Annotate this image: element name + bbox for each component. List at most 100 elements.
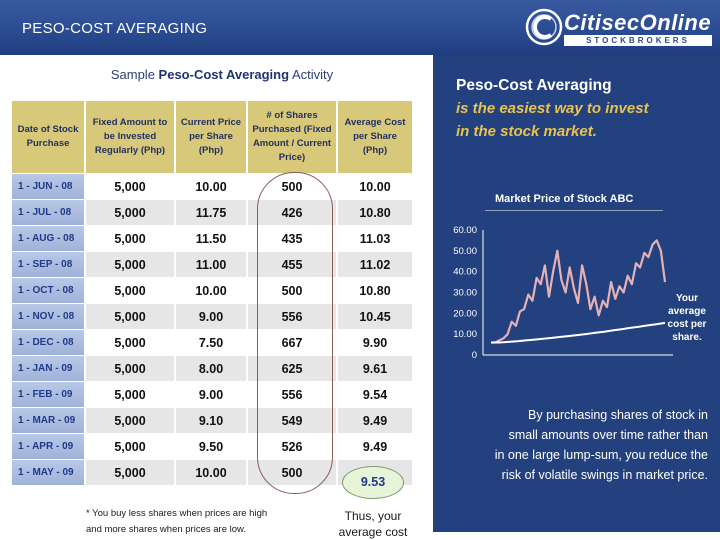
cell-avg: 10.80: [338, 200, 412, 225]
table-row: 1 - AUG - 08 5,000 11.50 435 11.03: [12, 226, 412, 251]
avg-label-line-4: share.: [672, 332, 702, 343]
table-title: Sample Peso-Cost Averaging Activity: [14, 67, 430, 82]
body-line-1: By purchasing shares of stock in: [528, 408, 708, 422]
price-chart: 60.00 50.00 40.00 30.00 20.00 10.00 0: [453, 210, 673, 361]
cell-date: 1 - MAY - 09: [12, 460, 86, 485]
logo-tagline: STOCKBROKERS: [564, 35, 712, 46]
cell-date: 1 - SEP - 08: [12, 252, 86, 277]
cell-price: 9.00: [176, 382, 248, 407]
cell-date: 1 - MAR - 09: [12, 408, 86, 433]
body-line-3: in one large lump-sum, you reduce the: [494, 448, 708, 462]
cell-price: 9.50: [176, 434, 248, 459]
cell-avg: 9.54: [338, 382, 412, 407]
y-tick-label: 20.00: [453, 308, 477, 319]
cell-price: 8.00: [176, 356, 248, 381]
footnote: * You buy less shares when prices are hi…: [86, 506, 326, 538]
header-date: Date of Stock Purchase: [12, 101, 86, 173]
y-tick-label: 30.00: [453, 288, 477, 299]
table-row: 1 - DEC - 08 5,000 7.50 667 9.90: [12, 330, 412, 355]
y-tick-label: 50.00: [453, 246, 477, 257]
cell-shares: 556: [248, 382, 338, 407]
cell-shares: 435: [248, 226, 338, 251]
cell-price: 7.50: [176, 330, 248, 355]
cell-shares: 455: [248, 252, 338, 277]
cell-amount: 5,000: [86, 252, 176, 277]
table-row: 1 - JAN - 09 5,000 8.00 625 9.61: [12, 356, 412, 381]
cell-date: 1 - NOV - 08: [12, 304, 86, 329]
cell-date: 1 - AUG - 08: [12, 226, 86, 251]
cell-date: 1 - DEC - 08: [12, 330, 86, 355]
cell-avg: 9.90: [338, 330, 412, 355]
avg-label-line-2: average: [668, 306, 706, 317]
cell-avg: 11.02: [338, 252, 412, 277]
body-line-4: risk of volatile swings in market price.: [501, 468, 708, 482]
header-avg: Average Cost per Share (Php): [338, 101, 412, 173]
cell-shares: 526: [248, 434, 338, 459]
cell-avg: 11.03: [338, 226, 412, 251]
cell-amount: 5,000: [86, 174, 176, 199]
table-row: 1 - JUL - 08 5,000 11.75 426 10.80: [12, 200, 412, 225]
table-row: 1 - SEP - 08 5,000 11.00 455 11.02: [12, 252, 412, 277]
cell-avg: 10.80: [338, 278, 412, 303]
table-row: 1 - FEB - 09 5,000 9.00 556 9.54: [12, 382, 412, 407]
cell-price: 10.00: [176, 278, 248, 303]
y-tick-label: 0: [472, 350, 477, 361]
cell-price: 9.10: [176, 408, 248, 433]
cell-amount: 5,000: [86, 226, 176, 251]
panel-subtitle-1: is the easiest way to invest: [456, 100, 649, 117]
cell-date: 1 - JAN - 09: [12, 356, 86, 381]
thus-line-2: average cost: [338, 525, 408, 539]
table-row: 1 - NOV - 08 5,000 9.00 556 10.45: [12, 304, 412, 329]
table-row: 1 - APR - 09 5,000 9.50 526 9.49: [12, 434, 412, 459]
chart-title: Market Price of Stock ABC: [495, 193, 634, 205]
header-amount: Fixed Amount to be Invested Regularly (P…: [86, 101, 176, 173]
shares-highlight-oval: [257, 172, 333, 494]
avg-label-line-3: cost per: [667, 319, 707, 330]
citisec-logo[interactable]: CitisecOnline STOCKBROKERS: [524, 6, 714, 48]
average-cost-label: Your average cost per share.: [649, 292, 720, 344]
panel-subtitle-2: in the stock market.: [456, 123, 597, 140]
cell-shares: 556: [248, 304, 338, 329]
cell-amount: 5,000: [86, 434, 176, 459]
cell-shares: 500: [248, 278, 338, 303]
cell-amount: 5,000: [86, 278, 176, 303]
table-header-row: Date of Stock Purchase Fixed Amount to b…: [12, 101, 412, 173]
cell-price: 10.00: [176, 460, 248, 485]
panel-body-text: By purchasing shares of stock in small a…: [463, 405, 708, 485]
avg-label-line-1: Your: [675, 293, 699, 304]
cell-amount: 5,000: [86, 408, 176, 433]
thus-line-1: Thus, your: [344, 509, 402, 523]
header-bar: PESO-COST AVERAGING CitisecOnline STOCKB…: [0, 0, 720, 55]
cell-amount: 5,000: [86, 460, 176, 485]
cell-price: 11.75: [176, 200, 248, 225]
cell-date: 1 - APR - 09: [12, 434, 86, 459]
market-price-line: [491, 239, 667, 344]
header-price: Current Price per Share (Php): [176, 101, 248, 173]
logo-name: CitisecOnline: [564, 10, 712, 35]
body-line-2: small amounts over time rather than: [508, 428, 708, 442]
cell-avg: 9.49: [338, 434, 412, 459]
cell-amount: 5,000: [86, 304, 176, 329]
average-cost-line: [491, 321, 666, 344]
cell-avg: 9.49: [338, 408, 412, 433]
cell-amount: 5,000: [86, 200, 176, 225]
footnote-line-2: and more shares when prices are low.: [86, 524, 246, 535]
footnote-line-1: * You buy less shares when prices are hi…: [86, 508, 268, 519]
y-tick-label: 10.00: [453, 329, 477, 340]
table-row: 1 - OCT - 08 5,000 10.00 500 10.80: [12, 278, 412, 303]
logo-c-icon: [525, 8, 563, 46]
table-title-bold: Peso-Cost Averaging: [158, 67, 290, 82]
page-title: PESO-COST AVERAGING: [22, 20, 208, 37]
cell-price: 10.00: [176, 174, 248, 199]
header-shares: # of Shares Purchased (Fixed Amount / Cu…: [248, 101, 338, 173]
info-panel: Peso-Cost Averaging is the easiest way t…: [433, 55, 720, 532]
y-tick-label: 40.00: [453, 267, 477, 278]
thus-caption: Thus, your average cost: [326, 508, 420, 540]
table-title-suffix: Activity: [289, 67, 334, 82]
peso-cost-table: Date of Stock Purchase Fixed Amount to b…: [12, 100, 412, 486]
cell-price: 11.50: [176, 226, 248, 251]
y-tick-label: 60.00: [453, 225, 477, 236]
cell-date: 1 - OCT - 08: [12, 278, 86, 303]
cell-avg: 9.61: [338, 356, 412, 381]
cell-avg: 10.00: [338, 174, 412, 199]
